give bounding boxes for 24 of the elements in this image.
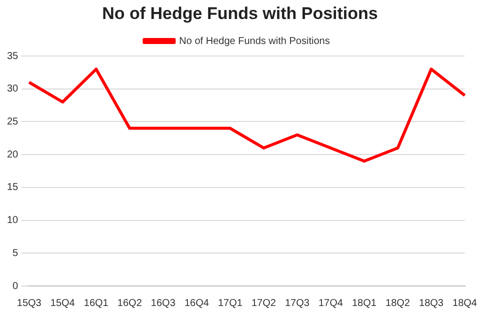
y-tick-label: 30 xyxy=(7,84,19,95)
x-tick-label: 18Q2 xyxy=(386,298,410,309)
x-tick-label: 18Q4 xyxy=(452,298,478,309)
x-tick-label: 16Q3 xyxy=(150,298,176,309)
y-tick-label: 35 xyxy=(7,50,19,62)
x-tick-label: 17Q1 xyxy=(218,298,243,309)
x-tick-label: 15Q4 xyxy=(50,298,76,309)
x-tick-label: 16Q1 xyxy=(84,298,109,309)
x-tick-label: 17Q3 xyxy=(284,298,310,309)
y-tick-label: 10 xyxy=(7,215,19,226)
legend-label: No of Hedge Funds with Positions xyxy=(179,36,330,47)
y-tick-label: 25 xyxy=(7,116,19,128)
x-tick-label: 17Q4 xyxy=(318,298,344,309)
x-tick-label: 18Q1 xyxy=(352,298,377,309)
y-tick-label: 5 xyxy=(12,248,19,259)
x-tick-label: 15Q3 xyxy=(16,298,42,309)
x-tick-label: 16Q2 xyxy=(117,298,142,309)
x-tick-label: 18Q3 xyxy=(419,298,444,309)
x-tick-label: 17Q2 xyxy=(251,298,276,309)
y-tick-label: 0 xyxy=(12,280,19,292)
x-tick-label: 16Q4 xyxy=(184,298,210,309)
y-tick-label: 15 xyxy=(7,182,19,194)
y-tick-label: 20 xyxy=(7,149,19,160)
chart-title: No of Hedge Funds with Positions xyxy=(101,4,379,24)
